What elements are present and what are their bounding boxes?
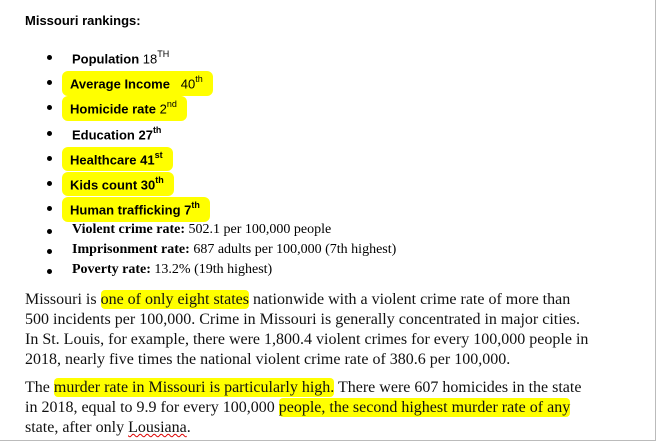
bullet [47,229,52,234]
ranking-label: Homicide rate [70,101,156,117]
ranking-value: 30 [140,177,156,193]
text: 500 incidents per 100,000. Crime in Miss… [25,311,580,328]
ranking-item: Education 27th [72,124,162,142]
ranking-label: Education [72,126,135,142]
stat-text: 13.2% (19th highest) [154,262,273,277]
ranking-value: 41 [140,152,155,168]
ranking-value: 2 [159,101,167,117]
text: The [25,379,54,396]
text: Lousiana [128,419,187,436]
text: There were 607 homicides in the state [334,379,582,396]
ranking-label: Population [72,51,140,67]
stat-label: Violent crime rate: [72,222,185,237]
ranking-label: Average Income [70,76,170,92]
paragraph-line: 500 incidents per 100,000. Crime in Miss… [25,311,580,329]
ranking-label: Healthcare [70,152,137,168]
ranking-item: Kids count 30th [62,172,174,197]
stat-item: Violent crime rate: 502.1 per 100,000 pe… [72,222,331,238]
paragraph-line: In St. Louis, for example, there were 1,… [25,331,588,349]
stat-label: Imprisonment rate: [72,242,190,257]
text: in 2018, equal to 9.9 for every 100,000 [25,399,279,416]
ranking-suffix: TH [157,49,170,59]
text: . [186,419,191,436]
paragraph-line: The murder rate in Missouri is particula… [25,378,582,397]
bullet [47,249,52,254]
ranking-value: 18 [142,51,158,67]
highlighted-text: murder rate in Missouri is particularly … [53,378,335,397]
stat-item: Imprisonment rate: 687 adults per 100,00… [72,242,396,258]
stat-label: Poverty rate: [72,262,151,277]
ranking-suffix: th [195,74,203,85]
ranking-item: Population 18TH [72,49,170,67]
ranking-value: 7 [184,202,192,218]
highlighted-text: one of only eight states [100,290,249,309]
bullet [47,155,52,161]
text: Missouri is [25,291,101,308]
ranking-suffix: th [152,124,162,135]
ranking-item: Homicide rate 2nd [62,96,187,121]
paragraph-line: Missouri is one of only eight states nat… [25,290,571,309]
stat-item: Poverty rate: 13.2% (19th highest) [72,262,272,278]
ranking-suffix: st [154,149,163,160]
paragraph-line: 2018, nearly five times the national vio… [25,351,510,369]
bullet [47,80,52,86]
bullet [47,105,52,111]
ranking-label: Human trafficking [70,202,181,218]
highlighted-text: people, the second highest murder rate o… [278,398,571,417]
text: In St. Louis, for example, there were 1,… [25,331,589,348]
ranking-value: 27 [138,126,153,142]
ranking-item: Healthcare 41st [62,146,173,172]
ranking-suffix: nd [166,99,177,110]
stat-text: 502.1 per 100,000 people [188,222,332,237]
bullet [47,181,52,186]
bullet [47,269,52,274]
bullet [47,206,52,212]
ranking-value: 40 [180,76,196,92]
ranking-label: Kids count [70,177,138,193]
ranking-suffix: th [191,200,200,211]
bullet [47,130,52,136]
text: nationwide with a violent crime rate of … [249,291,571,308]
ranking-item: Average Income 40th [62,71,213,96]
ranking-suffix: th [155,175,164,185]
ranking-item: Human trafficking 7th [62,197,210,222]
heading: Missouri rankings: [25,13,141,28]
text: state, after only [25,419,129,436]
bullet [47,55,52,60]
text: 2018, nearly five times the national vio… [25,351,511,368]
paragraph-line: state, after only Lousiana. [25,419,191,437]
stat-text: 687 adults per 100,000 (7th highest) [193,242,397,257]
paragraph-line: in 2018, equal to 9.9 for every 100,000 … [25,398,571,417]
